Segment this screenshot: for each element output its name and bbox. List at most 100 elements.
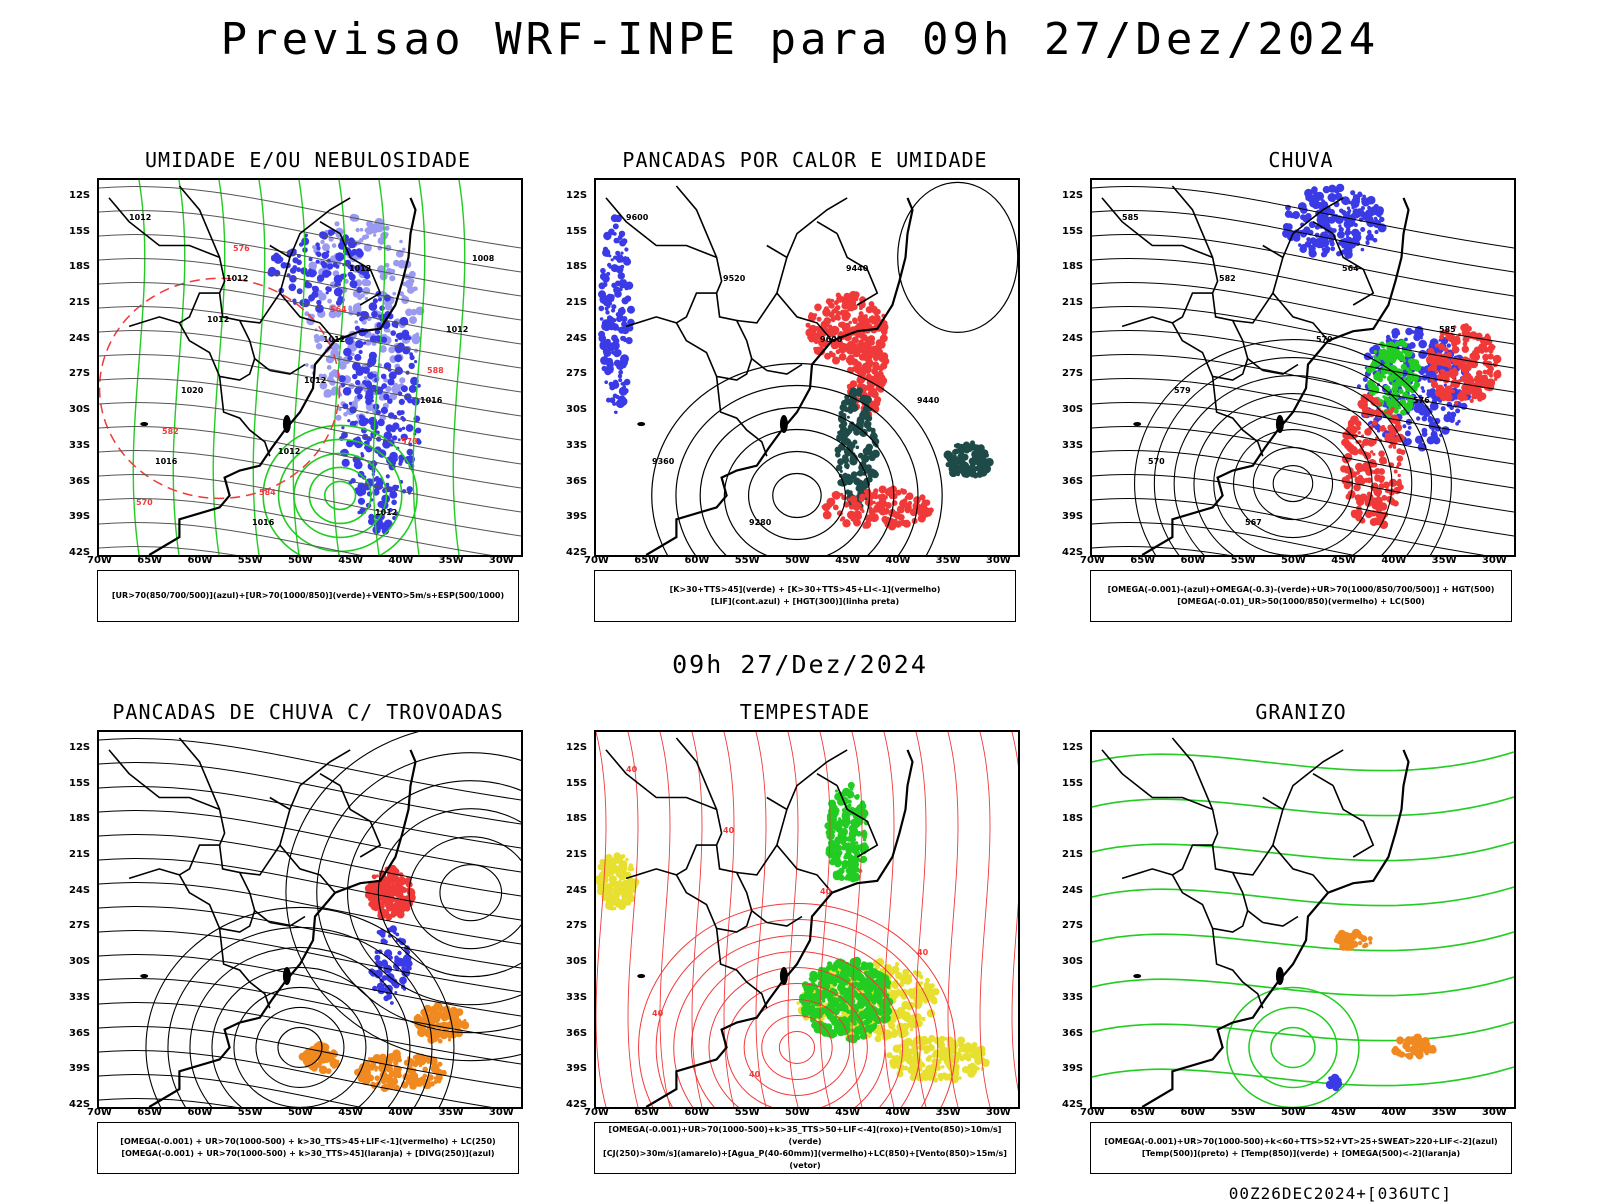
lon-tick-label: 30W [985, 1107, 1011, 1118]
contour-label: 585 [1122, 213, 1139, 222]
contour-label: 1012 [129, 213, 151, 222]
lon-tick-label: 30W [488, 1107, 514, 1118]
lon-tick-label: 70W [87, 555, 112, 566]
contour-label: 1016 [420, 396, 443, 405]
lon-tick-label: 60W [1180, 555, 1206, 566]
lat-tick-label: 27S [1062, 920, 1084, 932]
lon-tick-label: 30W [985, 555, 1011, 566]
contour-label: 9360 [652, 457, 675, 466]
lat-tick-label: 33S [1062, 439, 1084, 451]
lat-tick-label: 30S [69, 404, 91, 416]
map-graphic-chuva: 585 582 579 576 570 567 564 585 579 [1092, 183, 1514, 555]
lon-tick-label: 40W [388, 1107, 414, 1118]
lat-tick-label: 24S [566, 884, 588, 896]
contour-label: 564 [1342, 264, 1359, 273]
lon-tick-label: 45W [1331, 1107, 1357, 1118]
lon-tick-label: 65W [1130, 555, 1156, 566]
lat-tick-label: 33S [566, 439, 588, 451]
panel-title-pancadas-calor: PANCADAS POR CALOR E UMIDADE [622, 148, 988, 172]
legend-line: [UR>70(850/700/500)](azul)+[UR>70(1000/8… [111, 591, 505, 600]
map-graphic-umidade: 1012 1012 1012 1016 1016 1016 1012 1012 1020 1012… [99, 180, 521, 555]
legend-line: [OMEGA(-0.001)+UR>70(1000-500)+k>35_TTS>… [608, 1125, 1002, 1146]
contour-label: 9280 [749, 518, 772, 527]
lat-tick-label: 42S [1062, 1099, 1084, 1110]
contour-label: 570 [136, 498, 153, 507]
legend-trovoadas: [OMEGA(-0.001) + UR>70(1000-500) + k>30_… [97, 1122, 519, 1174]
lon-tick-label: 40W [885, 555, 911, 566]
lat-tick-label: 36S [1062, 475, 1084, 487]
contour-label: 40 [723, 826, 735, 835]
contour-label: 1016 [252, 518, 275, 527]
panel-title-granizo: GRANIZO [1255, 700, 1347, 724]
lon-tick-label: 45W [835, 555, 861, 566]
run-info-footer: 00Z26DEC2024+[036UTC] [1228, 1184, 1452, 1203]
contour-label: 1012 [323, 335, 345, 344]
lat-tick-label: 18S [566, 813, 588, 825]
map-graphic-tempestade: 40 40 40 40 40 40 [596, 732, 1018, 1107]
contour-label: 1012 [446, 325, 468, 334]
lon-tick-label: 30W [1481, 555, 1507, 566]
lat-tick-label: 21S [69, 297, 91, 308]
lon-tick-label: 40W [1381, 1107, 1407, 1118]
contour-label: 1008 [472, 254, 495, 263]
lon-tick-label: 55W [734, 555, 760, 566]
lat-tick-label: 24S [1062, 884, 1084, 896]
lat-tick-label: 27S [1062, 368, 1084, 380]
contour-label: 570 [1148, 457, 1165, 466]
contour-label: 579 [1174, 386, 1191, 395]
lat-tick-label: 42S [566, 1099, 588, 1110]
legend-chuva: [OMEGA(-0.001)-(azul)+OMEGA(-0.3)-(verde… [1090, 570, 1512, 622]
contour-label: 9520 [723, 274, 746, 283]
legend-pancadas-calor: [K>30+TTS>45](verde) + [K>30+TTS>45+LI<-… [594, 570, 1016, 622]
legend-umidade: [UR>70(850/700/500)](azul)+[UR>70(1000/8… [97, 570, 519, 622]
lat-tick-label: 30S [566, 956, 588, 968]
lon-tick-label: 60W [187, 1107, 213, 1118]
lat-tick-label: 39S [566, 1063, 588, 1075]
legend-line: [Temp(500)](preto) + [Temp(850)](verde) … [1141, 1149, 1461, 1158]
map-graphic-granizo [1092, 737, 1514, 1107]
lat-tick-label: 21S [566, 849, 588, 860]
lat-tick-label: 18S [1062, 261, 1084, 273]
lat-tick-label: 15S [566, 777, 588, 789]
map-umidade: 1012 1012 1012 1016 1016 1016 1012 1012 1020 1012… [97, 178, 523, 557]
lon-tick-label: 70W [584, 1107, 609, 1118]
lat-tick-label: 39S [1062, 1063, 1084, 1075]
contour-label: 9600 [626, 213, 649, 222]
contour-label: 570 [401, 437, 418, 446]
lon-tick-label: 35W [438, 1107, 464, 1118]
contour-label: 1012 [278, 447, 300, 456]
lon-tick-label: 30W [1481, 1107, 1507, 1118]
lon-tick-label: 45W [1331, 555, 1357, 566]
lon-tick-label: 50W [1280, 555, 1306, 566]
lon-tick-label: 65W [137, 1107, 163, 1118]
lon-tick-label: 30W [488, 555, 514, 566]
map-chuva: 585 582 579 576 570 567 564 585 579 [1090, 178, 1516, 557]
lon-tick-label: 50W [784, 1107, 810, 1118]
contour-label: 576 [233, 244, 250, 253]
lon-tick-label: 40W [388, 555, 414, 566]
lon-tick-label: 35W [935, 1107, 961, 1118]
lon-tick-label: 35W [935, 555, 961, 566]
lon-tick-label: 50W [1280, 1107, 1306, 1118]
contour-label: 40 [626, 765, 638, 774]
lat-tick-label: 30S [566, 404, 588, 416]
lat-tick-label: 42S [69, 1099, 91, 1110]
contour-label: 1020 [181, 386, 204, 395]
lat-tick-label: 15S [69, 225, 91, 237]
contour-label: 40 [652, 1009, 664, 1018]
contour-label: 9440 [846, 264, 869, 273]
lat-tick-label: 39S [566, 511, 588, 523]
contour-label: 40 [820, 887, 832, 896]
lat-tick-label: 12S [566, 741, 588, 753]
lon-tick-label: 60W [187, 555, 213, 566]
contour-label: 564 [330, 305, 347, 314]
lat-tick-label: 27S [566, 368, 588, 380]
map-pancadas-calor: 9600 9520 9600 9440 9360 9280 9440 [594, 178, 1020, 557]
contour-label: 582 [1219, 274, 1236, 283]
lon-tick-label: 55W [237, 1107, 263, 1118]
lon-tick-label: 70W [87, 1107, 112, 1118]
lon-tick-label: 60W [684, 555, 710, 566]
lat-tick-label: 21S [1062, 849, 1084, 860]
contour-label: 1012 [304, 376, 326, 385]
contour-label: 1016 [155, 457, 178, 466]
